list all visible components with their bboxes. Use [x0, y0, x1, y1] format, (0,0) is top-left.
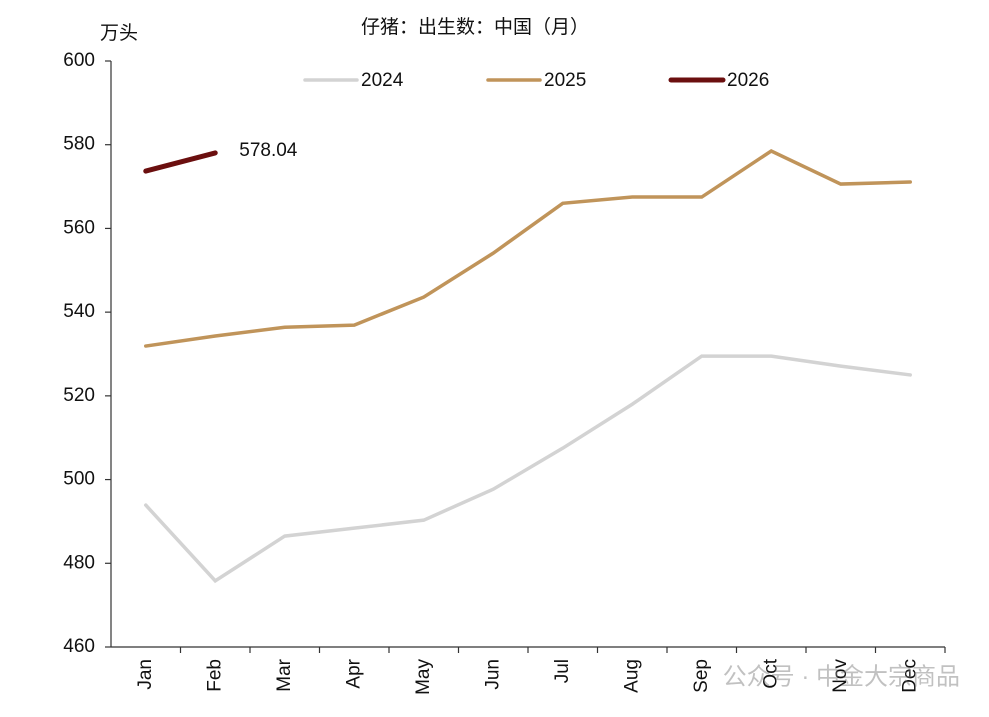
y-tick-label: 460: [63, 636, 95, 657]
data-label: 578.04: [239, 140, 298, 161]
y-tick-label: 520: [63, 385, 95, 406]
x-tick-label: Jul: [552, 659, 573, 683]
x-tick-label: Apr: [343, 658, 364, 688]
chart-title: 仔猪：出生数：中国（月）: [361, 16, 589, 38]
legend-label: 2026: [727, 70, 769, 91]
y-tick-label: 600: [63, 50, 95, 71]
series-line: [143, 150, 218, 174]
y-tick-label: 560: [63, 217, 95, 238]
x-tick-label: Jan: [135, 659, 156, 690]
y-tick-label: 500: [63, 469, 95, 490]
legend-label: 2024: [361, 70, 404, 91]
x-tick-label: Feb: [204, 659, 225, 692]
series-line: [144, 354, 912, 584]
x-tick-label: Dec: [899, 659, 920, 693]
y-axis-label: 万头: [100, 22, 138, 44]
y-tick-label: 580: [63, 134, 95, 155]
y-tick-label: 540: [63, 301, 95, 322]
x-tick-label: Oct: [760, 658, 781, 688]
y-tick-label: 480: [63, 552, 95, 573]
x-tick-label: Jun: [482, 659, 503, 690]
watermark: 公众号 · 中金大宗商品: [723, 663, 960, 690]
legend-label: 2025: [544, 70, 586, 91]
x-tick-label: May: [413, 659, 434, 695]
x-tick-label: Nov: [830, 659, 851, 693]
x-tick-label: Aug: [621, 659, 642, 693]
series-line: [144, 148, 912, 348]
x-tick-label: Mar: [274, 658, 295, 691]
x-tick-label: Sep: [691, 659, 712, 693]
